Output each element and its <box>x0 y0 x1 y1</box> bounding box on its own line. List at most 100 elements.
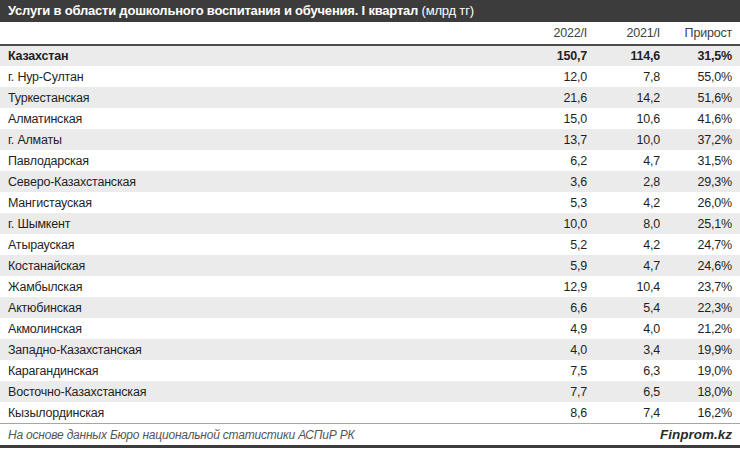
region-cell: Жамбылская <box>0 276 514 297</box>
value-cell: 3,4 <box>587 339 660 360</box>
page-title: Услуги в области дошкольного воспитания … <box>8 3 418 18</box>
table-row: Атырауская5,24,224,7% <box>0 234 740 255</box>
value-cell: 25,1% <box>660 213 740 234</box>
table-row: г. Алматы13,710,037,2% <box>0 129 740 150</box>
value-cell: 10,4 <box>587 276 660 297</box>
region-cell: Северо-Казахстанская <box>0 171 514 192</box>
value-cell: 6,2 <box>514 150 587 171</box>
title-unit: (млрд тг) <box>422 3 474 18</box>
value-cell: 7,5 <box>514 360 587 381</box>
value-cell: 10,6 <box>587 108 660 129</box>
value-cell: 19,0% <box>660 360 740 381</box>
value-cell: 10,0 <box>514 213 587 234</box>
table-row: Казахстан150,7114,631,5% <box>0 45 740 66</box>
region-cell: г. Шымкент <box>0 213 514 234</box>
region-cell: Восточно-Казахстанская <box>0 381 514 402</box>
value-cell: 29,3% <box>660 171 740 192</box>
region-cell: Туркестанская <box>0 87 514 108</box>
value-cell: 6,5 <box>587 381 660 402</box>
region-cell: г. Нур-Султан <box>0 66 514 87</box>
source-note: На основе данных Бюро национальной стати… <box>8 428 354 442</box>
value-cell: 19,9% <box>660 339 740 360</box>
table-body: Казахстан150,7114,631,5%г. Нур-Султан12,… <box>0 45 740 423</box>
value-cell: 8,0 <box>587 213 660 234</box>
col-header-2022: 2022/I <box>514 22 587 45</box>
value-cell: 31,5% <box>660 150 740 171</box>
table-row: г. Шымкент10,08,025,1% <box>0 213 740 234</box>
table-row: Туркестанская21,614,251,6% <box>0 87 740 108</box>
value-cell: 51,6% <box>660 87 740 108</box>
value-cell: 5,2 <box>514 234 587 255</box>
value-cell: 18,0% <box>660 381 740 402</box>
region-cell: Актюбинская <box>0 297 514 318</box>
table-header-row: 2022/I 2021/I Прирост <box>0 22 740 45</box>
value-cell: 150,7 <box>514 45 587 66</box>
value-cell: 37,2% <box>660 129 740 150</box>
table-row: Костанайская5,94,724,6% <box>0 255 740 276</box>
value-cell: 4,0 <box>587 318 660 339</box>
region-cell: Западно-Казахстанская <box>0 339 514 360</box>
value-cell: 10,0 <box>587 129 660 150</box>
region-cell: Алматинская <box>0 108 514 129</box>
value-cell: 23,7% <box>660 276 740 297</box>
table-row: Актюбинская6,65,422,3% <box>0 297 740 318</box>
value-cell: 4,0 <box>514 339 587 360</box>
value-cell: 4,2 <box>587 192 660 213</box>
region-cell: Мангистауская <box>0 192 514 213</box>
table-row: Жамбылская12,910,423,7% <box>0 276 740 297</box>
value-cell: 22,3% <box>660 297 740 318</box>
value-cell: 31,5% <box>660 45 740 66</box>
value-cell: 12,0 <box>514 66 587 87</box>
region-cell: Акмолинская <box>0 318 514 339</box>
region-cell: Атырауская <box>0 234 514 255</box>
value-cell: 5,3 <box>514 192 587 213</box>
table-row: Алматинская15,010,641,6% <box>0 108 740 129</box>
region-cell: Костанайская <box>0 255 514 276</box>
value-cell: 15,0 <box>514 108 587 129</box>
value-cell: 13,7 <box>514 129 587 150</box>
value-cell: 21,6 <box>514 87 587 108</box>
value-cell: 55,0% <box>660 66 740 87</box>
value-cell: 5,9 <box>514 255 587 276</box>
region-cell: Павлодарская <box>0 150 514 171</box>
col-header-growth: Прирост <box>660 22 740 45</box>
value-cell: 4,2 <box>587 234 660 255</box>
footer: На основе данных Бюро национальной стати… <box>0 423 740 448</box>
value-cell: 24,7% <box>660 234 740 255</box>
table-row: Акмолинская4,94,021,2% <box>0 318 740 339</box>
value-cell: 7,7 <box>514 381 587 402</box>
value-cell: 3,6 <box>514 171 587 192</box>
table-row: Западно-Казахстанская4,03,419,9% <box>0 339 740 360</box>
value-cell: 114,6 <box>587 45 660 66</box>
value-cell: 41,6% <box>660 108 740 129</box>
table-row: Карагандинская7,56,319,0% <box>0 360 740 381</box>
table-row: Павлодарская6,24,731,5% <box>0 150 740 171</box>
value-cell: 4,7 <box>587 150 660 171</box>
data-table: 2022/I 2021/I Прирост Казахстан150,7114,… <box>0 22 740 423</box>
title-bar: Услуги в области дошкольного воспитания … <box>0 0 740 22</box>
value-cell: 12,9 <box>514 276 587 297</box>
value-cell: 26,0% <box>660 192 740 213</box>
table-row: Мангистауская5,34,226,0% <box>0 192 740 213</box>
value-cell: 4,9 <box>514 318 587 339</box>
region-cell: Карагандинская <box>0 360 514 381</box>
value-cell: 21,2% <box>660 318 740 339</box>
table-row: Восточно-Казахстанская7,76,518,0% <box>0 381 740 402</box>
value-cell: 16,2% <box>660 402 740 423</box>
table-row: г. Нур-Султан12,07,855,0% <box>0 66 740 87</box>
value-cell: 6,6 <box>514 297 587 318</box>
value-cell: 2,8 <box>587 171 660 192</box>
value-cell: 4,7 <box>587 255 660 276</box>
value-cell: 7,4 <box>587 402 660 423</box>
col-header-region <box>0 22 514 45</box>
table-row: Северо-Казахстанская3,62,829,3% <box>0 171 740 192</box>
brand-logo: Finprom.kz <box>660 427 732 442</box>
value-cell: 8,6 <box>514 402 587 423</box>
value-cell: 7,8 <box>587 66 660 87</box>
region-cell: Кызылординская <box>0 402 514 423</box>
col-header-2021: 2021/I <box>587 22 660 45</box>
region-cell: г. Алматы <box>0 129 514 150</box>
value-cell: 5,4 <box>587 297 660 318</box>
region-cell: Казахстан <box>0 45 514 66</box>
value-cell: 6,3 <box>587 360 660 381</box>
